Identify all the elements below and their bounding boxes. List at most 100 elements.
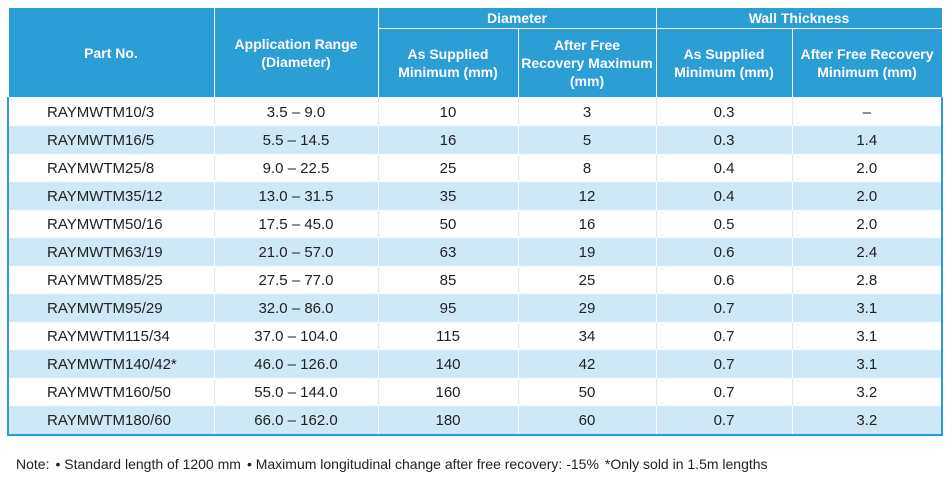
table-body: RAYMWTM10/3 3.5 – 9.0 10 3 0.3 – RAYMWTM… bbox=[7, 97, 944, 436]
cell-application-range: 55.0 – 144.0 bbox=[213, 378, 379, 406]
cell-dia-recovery: 8 bbox=[517, 154, 657, 182]
cell-part-no: RAYMWTM10/3 bbox=[7, 97, 215, 126]
table-row: RAYMWTM85/25 27.5 – 77.0 85 25 0.6 2.8 bbox=[7, 266, 944, 294]
cell-wall-recovery: 2.8 bbox=[791, 266, 944, 294]
table-row: RAYMWTM140/42* 46.0 – 126.0 140 42 0.7 3… bbox=[7, 350, 944, 378]
cell-wall-supplied: 0.7 bbox=[655, 406, 793, 436]
cell-wall-supplied: 0.7 bbox=[655, 378, 793, 406]
cell-dia-recovery: 34 bbox=[517, 322, 657, 350]
cell-wall-supplied: 0.3 bbox=[655, 126, 793, 154]
cell-dia-supplied: 140 bbox=[377, 350, 519, 378]
cell-application-range: 37.0 – 104.0 bbox=[213, 322, 379, 350]
cell-wall-supplied: 0.6 bbox=[655, 238, 793, 266]
cell-wall-recovery: 2.0 bbox=[791, 154, 944, 182]
table-row: RAYMWTM25/8 9.0 – 22.5 25 8 0.4 2.0 bbox=[7, 154, 944, 182]
header-wall-as-supplied: As Supplied Minimum (mm) bbox=[655, 28, 793, 98]
cell-part-no: RAYMWTM85/25 bbox=[7, 266, 215, 294]
cell-part-no: RAYMWTM35/12 bbox=[7, 182, 215, 210]
cell-dia-recovery: 42 bbox=[517, 350, 657, 378]
cell-part-no: RAYMWTM25/8 bbox=[7, 154, 215, 182]
cell-dia-supplied: 25 bbox=[377, 154, 519, 182]
cell-dia-supplied: 115 bbox=[377, 322, 519, 350]
header-wall-after-recovery: After Free Recovery Minimum (mm) bbox=[791, 28, 943, 98]
cell-application-range: 32.0 – 86.0 bbox=[213, 294, 379, 322]
cell-wall-recovery: 2.0 bbox=[791, 210, 944, 238]
cell-wall-supplied: 0.3 bbox=[655, 97, 793, 126]
cell-dia-supplied: 63 bbox=[377, 238, 519, 266]
cell-part-no: RAYMWTM160/50 bbox=[7, 378, 215, 406]
table-row: RAYMWTM180/60 66.0 – 162.0 180 60 0.7 3.… bbox=[7, 406, 944, 436]
cell-dia-supplied: 10 bbox=[377, 97, 519, 126]
cell-part-no: RAYMWTM16/5 bbox=[7, 126, 215, 154]
cell-wall-supplied: 0.5 bbox=[655, 210, 793, 238]
cell-wall-supplied: 0.6 bbox=[655, 266, 793, 294]
header-part-no: Part No. bbox=[7, 7, 215, 98]
cell-application-range: 3.5 – 9.0 bbox=[213, 97, 379, 126]
header-dia-after-recovery: After Free Recovery Maximum (mm) bbox=[517, 28, 657, 98]
cell-dia-recovery: 19 bbox=[517, 238, 657, 266]
table-row: RAYMWTM10/3 3.5 – 9.0 10 3 0.3 – bbox=[7, 97, 944, 126]
header-dia-as-supplied: As Supplied Minimum (mm) bbox=[377, 28, 519, 98]
cell-wall-recovery: 2.4 bbox=[791, 238, 944, 266]
cell-dia-supplied: 35 bbox=[377, 182, 519, 210]
cell-wall-supplied: 0.7 bbox=[655, 322, 793, 350]
cell-wall-supplied: 0.7 bbox=[655, 294, 793, 322]
cell-dia-supplied: 160 bbox=[377, 378, 519, 406]
table-row: RAYMWTM95/29 32.0 – 86.0 95 29 0.7 3.1 bbox=[7, 294, 944, 322]
cell-wall-recovery: 3.2 bbox=[791, 378, 944, 406]
cell-dia-supplied: 95 bbox=[377, 294, 519, 322]
footnote-longitudinal-change: • Maximum longitudinal change after free… bbox=[246, 456, 599, 472]
cell-application-range: 27.5 – 77.0 bbox=[213, 266, 379, 294]
cell-dia-supplied: 16 bbox=[377, 126, 519, 154]
table-row: RAYMWTM16/5 5.5 – 14.5 16 5 0.3 1.4 bbox=[7, 126, 944, 154]
cell-wall-recovery: 3.1 bbox=[791, 350, 944, 378]
cell-part-no: RAYMWTM63/19 bbox=[7, 238, 215, 266]
cell-dia-supplied: 85 bbox=[377, 266, 519, 294]
footnote-standard-length: • Standard length of 1200 mm bbox=[55, 456, 241, 472]
cell-wall-recovery: – bbox=[791, 97, 944, 126]
cell-dia-recovery: 50 bbox=[517, 378, 657, 406]
cell-part-no: RAYMWTM115/34 bbox=[7, 322, 215, 350]
cell-part-no: RAYMWTM50/16 bbox=[7, 210, 215, 238]
footnote-sold-lengths: *Only sold in 1.5m lengths bbox=[604, 456, 768, 472]
cell-application-range: 9.0 – 22.5 bbox=[213, 154, 379, 182]
table-row: RAYMWTM35/12 13.0 – 31.5 35 12 0.4 2.0 bbox=[7, 182, 944, 210]
header-diameter-group: Diameter bbox=[377, 7, 657, 29]
cell-application-range: 66.0 – 162.0 bbox=[213, 406, 379, 436]
table-row: RAYMWTM115/34 37.0 – 104.0 115 34 0.7 3.… bbox=[7, 322, 944, 350]
cell-wall-supplied: 0.4 bbox=[655, 154, 793, 182]
cell-wall-recovery: 3.1 bbox=[791, 322, 944, 350]
cell-wall-recovery: 3.1 bbox=[791, 294, 944, 322]
header-application-range: Application Range (Diameter) bbox=[213, 7, 379, 98]
cell-wall-recovery: 2.0 bbox=[791, 182, 944, 210]
cell-dia-recovery: 60 bbox=[517, 406, 657, 436]
cell-dia-recovery: 29 bbox=[517, 294, 657, 322]
cell-part-no: RAYMWTM95/29 bbox=[7, 294, 215, 322]
table-row: RAYMWTM63/19 21.0 – 57.0 63 19 0.6 2.4 bbox=[7, 238, 944, 266]
cell-application-range: 46.0 – 126.0 bbox=[213, 350, 379, 378]
cell-application-range: 17.5 – 45.0 bbox=[213, 210, 379, 238]
spec-table-container: Part No. Application Range (Diameter) Di… bbox=[7, 7, 944, 436]
cell-dia-recovery: 25 bbox=[517, 266, 657, 294]
cell-wall-recovery: 3.2 bbox=[791, 406, 944, 436]
cell-dia-recovery: 3 bbox=[517, 97, 657, 126]
cell-dia-recovery: 12 bbox=[517, 182, 657, 210]
header-wall-thickness-group: Wall Thickness bbox=[655, 7, 943, 29]
cell-part-no: RAYMWTM180/60 bbox=[7, 406, 215, 436]
footnote-prefix: Note: bbox=[16, 456, 50, 472]
cell-part-no: RAYMWTM140/42* bbox=[7, 350, 215, 378]
cell-dia-recovery: 5 bbox=[517, 126, 657, 154]
table-row: RAYMWTM50/16 17.5 – 45.0 50 16 0.5 2.0 bbox=[7, 210, 944, 238]
cell-application-range: 21.0 – 57.0 bbox=[213, 238, 379, 266]
cell-application-range: 5.5 – 14.5 bbox=[213, 126, 379, 154]
cell-dia-supplied: 180 bbox=[377, 406, 519, 436]
cell-wall-recovery: 1.4 bbox=[791, 126, 944, 154]
cell-dia-recovery: 16 bbox=[517, 210, 657, 238]
cell-application-range: 13.0 – 31.5 bbox=[213, 182, 379, 210]
table-row: RAYMWTM160/50 55.0 – 144.0 160 50 0.7 3.… bbox=[7, 378, 944, 406]
cell-wall-supplied: 0.7 bbox=[655, 350, 793, 378]
cell-dia-supplied: 50 bbox=[377, 210, 519, 238]
cell-wall-supplied: 0.4 bbox=[655, 182, 793, 210]
spec-table: Part No. Application Range (Diameter) Di… bbox=[7, 7, 944, 436]
footnote: Note: • Standard length of 1200 mm • Maxim… bbox=[16, 456, 774, 472]
